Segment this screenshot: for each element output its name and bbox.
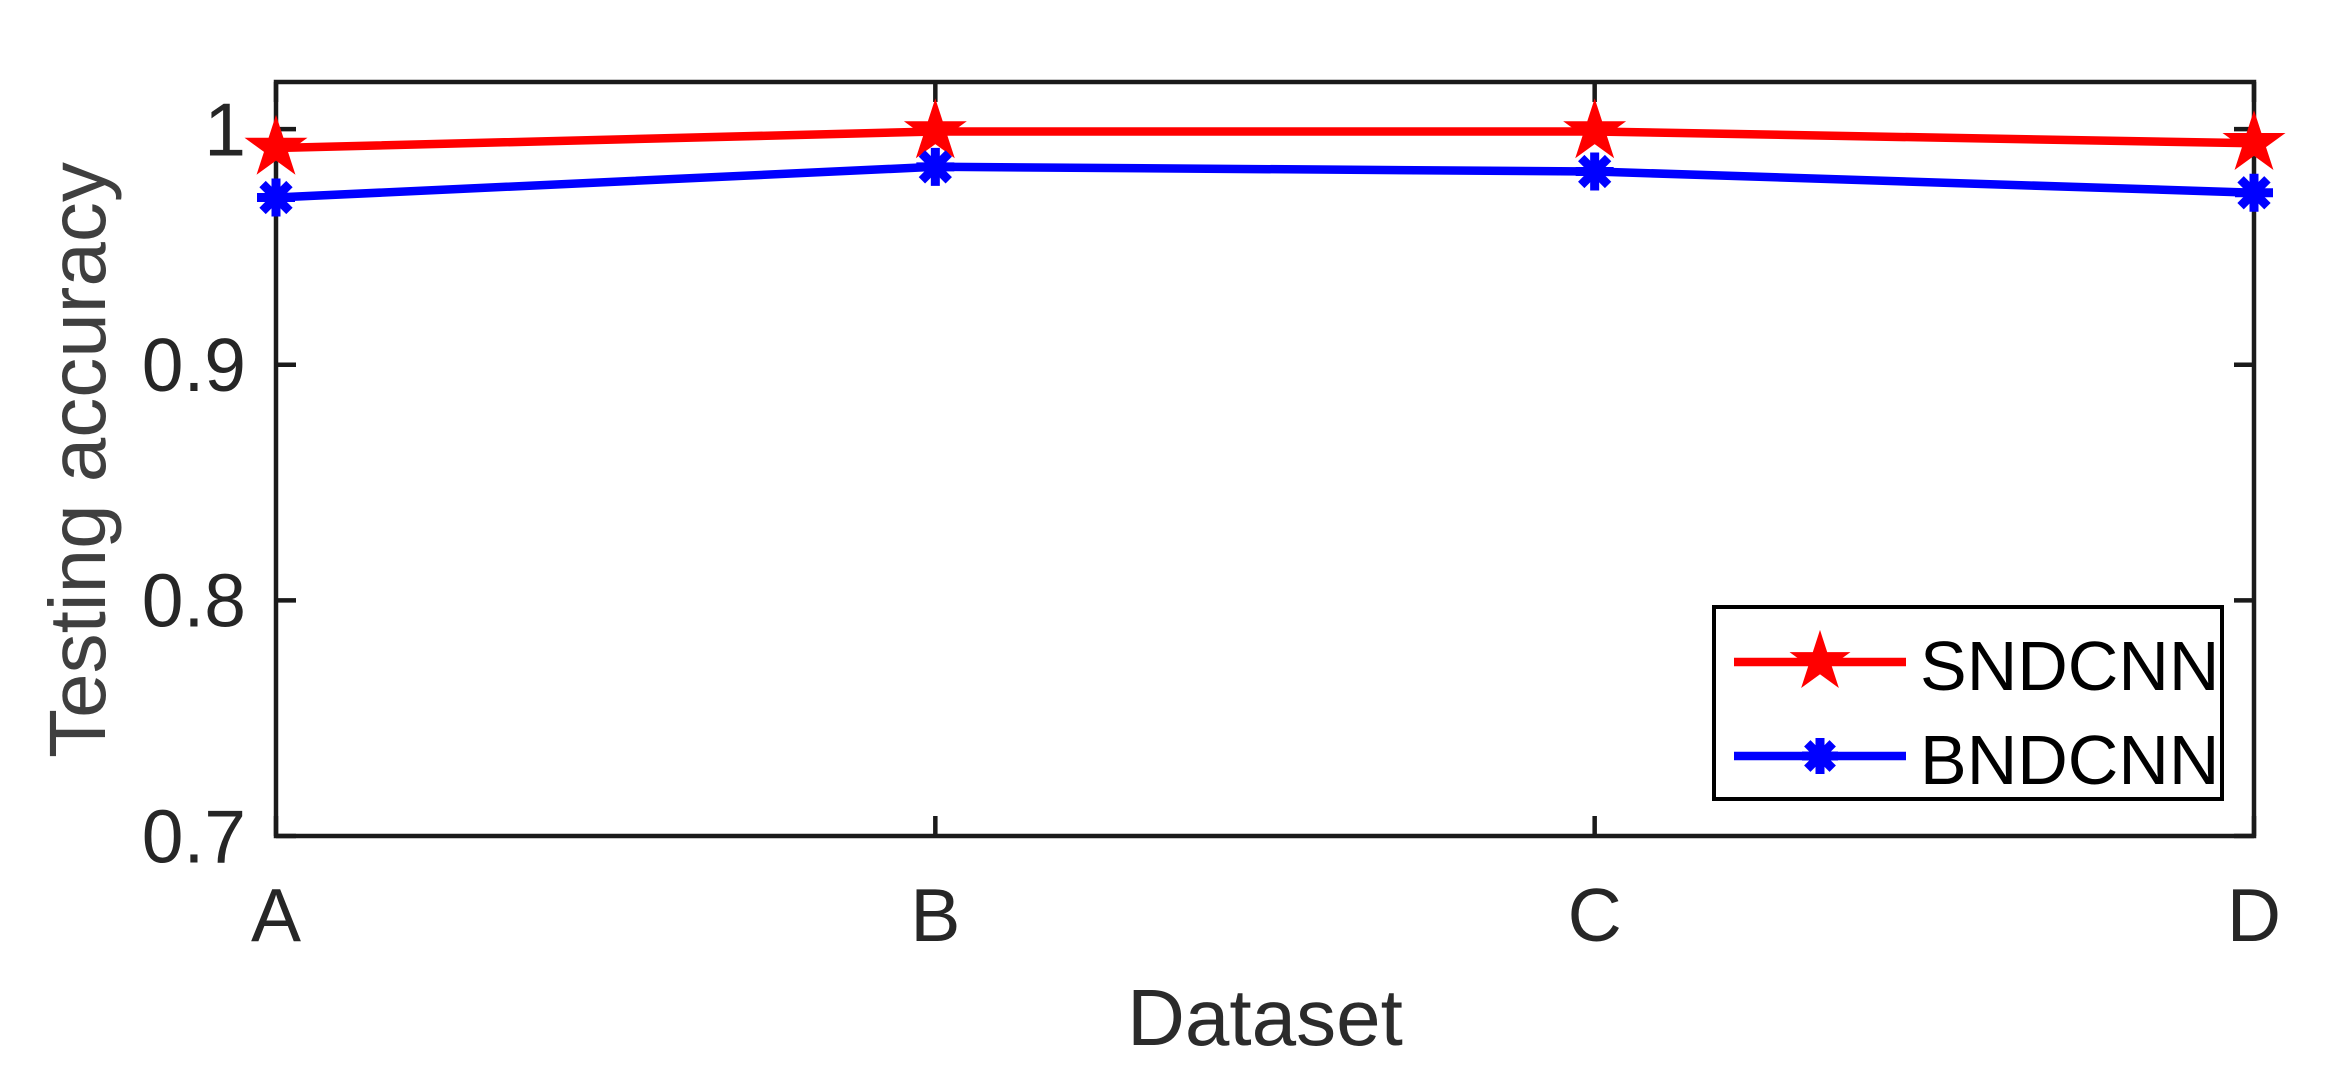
plot-box <box>273 79 2257 839</box>
y-tick-label: 0.9 <box>142 323 246 407</box>
data-series <box>244 98 2286 217</box>
x-axis-label: Dataset <box>1127 973 1403 1062</box>
y-axis-label: Testing accuracy <box>33 162 122 758</box>
pentagram-marker <box>2222 110 2286 171</box>
asterisk-marker <box>259 180 293 215</box>
y-tick-label: 0.8 <box>142 559 246 643</box>
legend-label-bndcnn: BNDCNN <box>1920 721 2219 799</box>
x-tick-label: C <box>1568 873 1622 957</box>
y-tick-label: 0.7 <box>142 794 246 878</box>
legend-label-sndcnn: SNDCNN <box>1920 627 2219 705</box>
pentagram-marker <box>903 98 967 159</box>
series-line-bndcnn <box>275 162 2255 202</box>
legend-samples <box>1734 629 1906 774</box>
legend: SNDCNN BNDCNN <box>1712 605 2224 801</box>
asterisk-marker <box>918 150 952 184</box>
y-tick-label: 1 <box>204 87 246 171</box>
axis-tick-labels: A B C D 1 0.9 0.8 0.7 <box>142 87 2281 957</box>
pentagram-marker <box>244 114 308 175</box>
pentagram-marker <box>1563 98 1627 159</box>
series-line-sndcnn <box>275 127 2255 153</box>
x-tick-label: D <box>2227 873 2281 957</box>
asterisk-marker <box>2237 176 2271 210</box>
asterisk-marker <box>1578 154 1612 189</box>
x-tick-label: A <box>251 873 301 957</box>
legend-box <box>1712 605 2224 801</box>
pentagram-marker <box>1789 629 1851 688</box>
x-tick-label: B <box>910 873 960 957</box>
asterisk-marker <box>1804 740 1836 772</box>
